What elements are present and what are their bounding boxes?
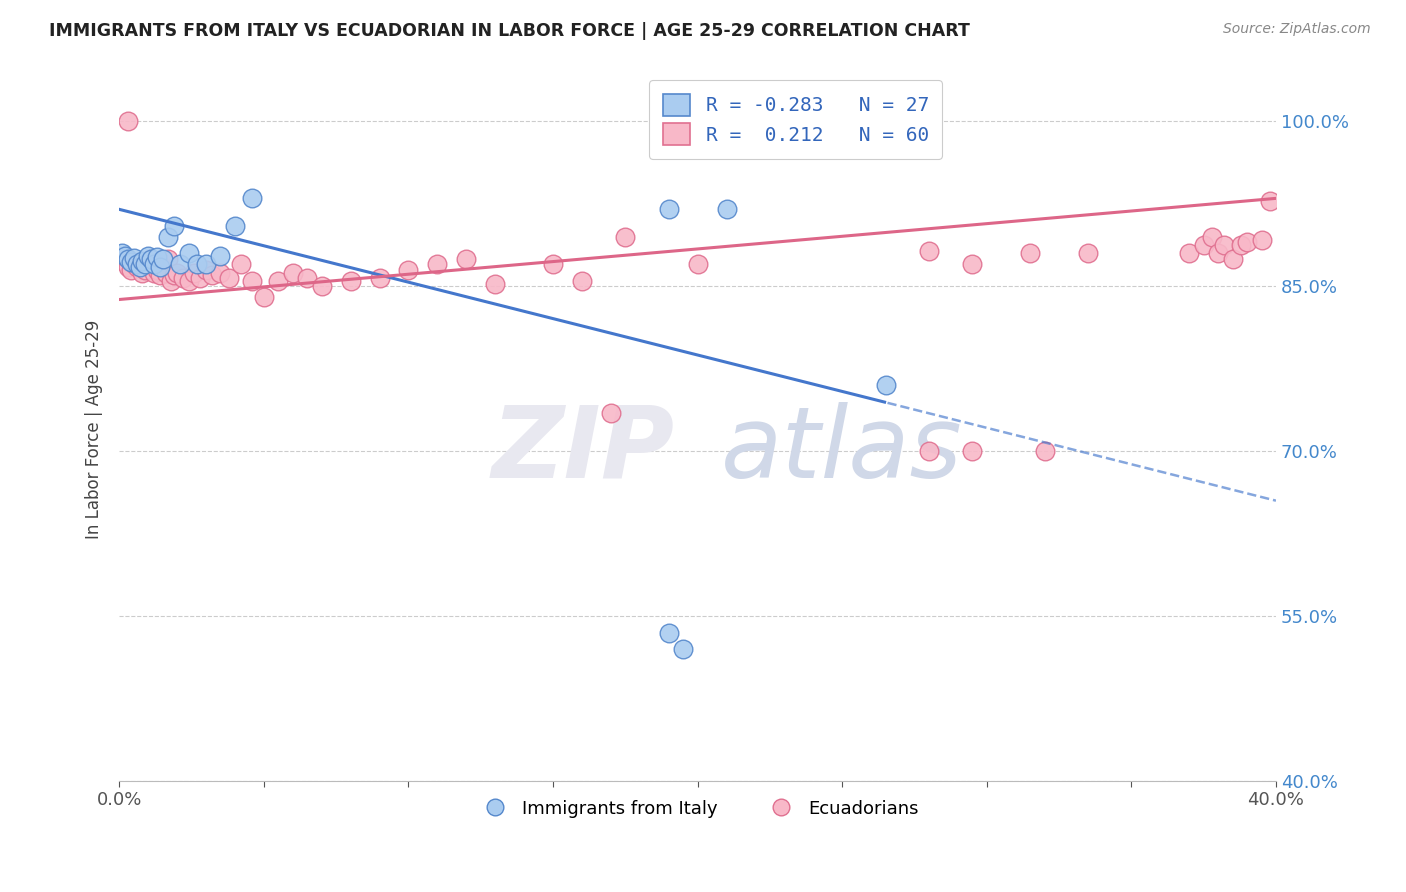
Point bbox=[152, 252, 174, 266]
Point bbox=[456, 252, 478, 266]
Point bbox=[1236, 235, 1258, 250]
Point bbox=[136, 257, 159, 271]
Point bbox=[160, 274, 183, 288]
Point bbox=[1212, 237, 1234, 252]
Point bbox=[339, 274, 361, 288]
Point bbox=[1019, 246, 1042, 260]
Point bbox=[368, 270, 391, 285]
Point bbox=[267, 274, 290, 288]
Point bbox=[128, 257, 150, 271]
Point bbox=[186, 257, 208, 271]
Point bbox=[658, 625, 681, 640]
Point bbox=[122, 251, 145, 265]
Point bbox=[163, 219, 186, 233]
Point bbox=[541, 257, 564, 271]
Point bbox=[571, 274, 593, 288]
Point bbox=[1230, 237, 1253, 252]
Point bbox=[149, 260, 172, 274]
Point bbox=[125, 257, 148, 271]
Point bbox=[122, 257, 145, 271]
Point bbox=[281, 266, 304, 280]
Point bbox=[134, 257, 156, 271]
Y-axis label: In Labor Force | Age 25-29: In Labor Force | Age 25-29 bbox=[86, 319, 103, 539]
Point bbox=[157, 230, 180, 244]
Point bbox=[962, 444, 984, 458]
Point bbox=[157, 252, 180, 266]
Point bbox=[240, 274, 263, 288]
Point bbox=[686, 257, 709, 271]
Point bbox=[111, 246, 134, 260]
Point bbox=[311, 279, 333, 293]
Point bbox=[195, 262, 218, 277]
Point bbox=[146, 262, 169, 277]
Text: Source: ZipAtlas.com: Source: ZipAtlas.com bbox=[1223, 22, 1371, 37]
Point bbox=[484, 277, 506, 292]
Legend: Immigrants from Italy, Ecuadorians: Immigrants from Italy, Ecuadorians bbox=[470, 792, 925, 825]
Point bbox=[128, 260, 150, 274]
Point bbox=[163, 268, 186, 283]
Point bbox=[169, 257, 191, 271]
Point bbox=[1178, 246, 1201, 260]
Point bbox=[117, 260, 139, 274]
Point bbox=[136, 248, 159, 262]
Point bbox=[188, 270, 211, 285]
Point bbox=[143, 266, 166, 280]
Point bbox=[1250, 233, 1272, 247]
Point bbox=[1206, 246, 1229, 260]
Point bbox=[918, 244, 941, 259]
Point bbox=[672, 642, 695, 657]
Text: atlas: atlas bbox=[721, 401, 962, 499]
Point bbox=[962, 257, 984, 271]
Point bbox=[114, 255, 136, 269]
Point bbox=[209, 248, 232, 262]
Point bbox=[177, 274, 200, 288]
Point bbox=[117, 114, 139, 128]
Point bbox=[614, 230, 637, 244]
Point bbox=[218, 270, 240, 285]
Point bbox=[599, 406, 621, 420]
Point bbox=[125, 260, 148, 274]
Point bbox=[658, 202, 681, 217]
Point bbox=[1192, 237, 1215, 252]
Point bbox=[1201, 230, 1223, 244]
Point bbox=[1077, 246, 1099, 260]
Point bbox=[1258, 194, 1281, 208]
Point bbox=[166, 266, 188, 280]
Point bbox=[120, 255, 142, 269]
Text: IMMIGRANTS FROM ITALY VS ECUADORIAN IN LABOR FORCE | AGE 25-29 CORRELATION CHART: IMMIGRANTS FROM ITALY VS ECUADORIAN IN L… bbox=[49, 22, 970, 40]
Point bbox=[240, 191, 263, 205]
Point bbox=[131, 254, 153, 268]
Point bbox=[149, 268, 172, 283]
Point bbox=[426, 257, 449, 271]
Point bbox=[139, 252, 162, 266]
Point bbox=[111, 252, 134, 266]
Point bbox=[297, 270, 319, 285]
Point bbox=[398, 262, 420, 277]
Point bbox=[875, 378, 897, 392]
Point bbox=[918, 444, 941, 458]
Point bbox=[134, 262, 156, 277]
Point bbox=[120, 262, 142, 277]
Point bbox=[143, 257, 166, 271]
Point bbox=[195, 257, 218, 271]
Point bbox=[146, 250, 169, 264]
Point bbox=[139, 252, 162, 266]
Point bbox=[1222, 252, 1244, 266]
Point bbox=[209, 266, 232, 280]
Point bbox=[253, 290, 276, 304]
Point bbox=[229, 257, 252, 271]
Point bbox=[716, 202, 738, 217]
Point bbox=[117, 252, 139, 266]
Point bbox=[131, 266, 153, 280]
Point bbox=[1033, 444, 1056, 458]
Text: ZIP: ZIP bbox=[492, 401, 675, 499]
Point bbox=[155, 266, 177, 280]
Point bbox=[183, 266, 205, 280]
Point bbox=[224, 219, 246, 233]
Point bbox=[177, 246, 200, 260]
Point bbox=[152, 260, 174, 274]
Point bbox=[114, 248, 136, 262]
Point bbox=[172, 270, 194, 285]
Point bbox=[201, 268, 224, 283]
